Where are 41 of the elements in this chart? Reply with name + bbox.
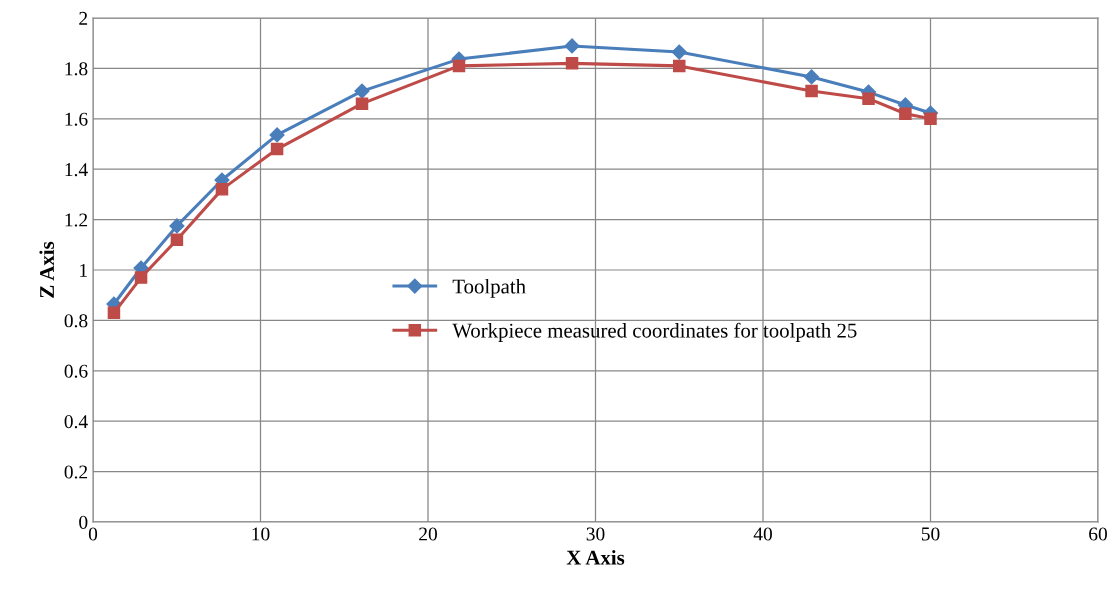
point [565, 57, 579, 70]
y-tick-label: 2 [79, 11, 88, 25]
y-tick-label: 1.8 [65, 62, 88, 76]
y-tick-label: 0.2 [64, 465, 88, 479]
x-tick-label: 20 [419, 527, 437, 541]
y-tick-label: 1.6 [65, 112, 88, 126]
point [564, 38, 580, 54]
y-tick-label: 1 [80, 263, 87, 277]
x-axis-title: X Axis [566, 550, 625, 565]
y-tick-label: 1.2 [65, 213, 88, 227]
y-axis-title: Z Axis [39, 241, 55, 298]
y-tick-label: 0 [79, 515, 88, 529]
x-tick-label: 60 [1089, 527, 1107, 541]
y-tick-label: 0.6 [64, 364, 88, 378]
point [804, 69, 820, 85]
x-tick-label: 50 [921, 527, 940, 541]
point [452, 59, 466, 73]
y-tick-label: 0.4 [64, 415, 88, 429]
x-tick-label: 40 [753, 527, 772, 541]
x-tick-label: 0 [88, 527, 98, 541]
point [169, 218, 185, 234]
point [107, 306, 121, 320]
point [899, 107, 912, 121]
y-tick-label: 1.4 [65, 163, 88, 177]
point [805, 84, 818, 98]
point [170, 233, 184, 247]
point [671, 44, 687, 60]
point [134, 271, 148, 284]
point [270, 142, 284, 156]
point [672, 59, 686, 73]
legend-label: Workpiece measured coordinates for toolpath 25 [452, 322, 857, 342]
point [924, 112, 937, 126]
point [862, 92, 875, 105]
x-tick-label: 10 [252, 527, 270, 541]
legend-label: Toolpath [452, 278, 526, 298]
x-tick-label: 30 [586, 527, 605, 541]
point [355, 97, 369, 110]
point [354, 83, 370, 99]
y-tick-label: 0.8 [64, 314, 88, 328]
point [269, 127, 285, 143]
point [215, 183, 229, 196]
